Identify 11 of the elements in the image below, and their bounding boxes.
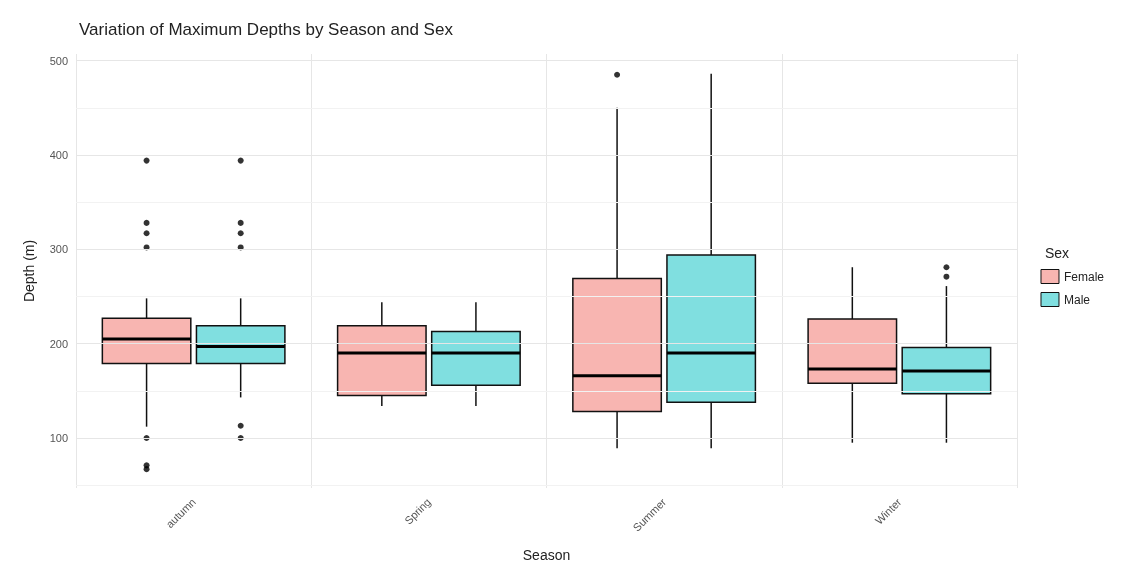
y-axis-title: Depth (m) (21, 239, 37, 303)
y-tick-label: 300 (49, 243, 68, 256)
x-axis-title: Season (522, 547, 571, 563)
y-tick-label: 100 (49, 432, 68, 444)
y-tick-label: 200 (49, 337, 68, 350)
chart-title: Variation of Maximum Depths by Season and Sex (79, 20, 454, 39)
y-tick-label: 500 (49, 54, 68, 67)
legend-title: Sex (1044, 245, 1069, 261)
y-tick-label: 400 (49, 148, 68, 161)
legend-label: Female (1063, 269, 1105, 284)
legend-label: Male (1063, 292, 1091, 307)
